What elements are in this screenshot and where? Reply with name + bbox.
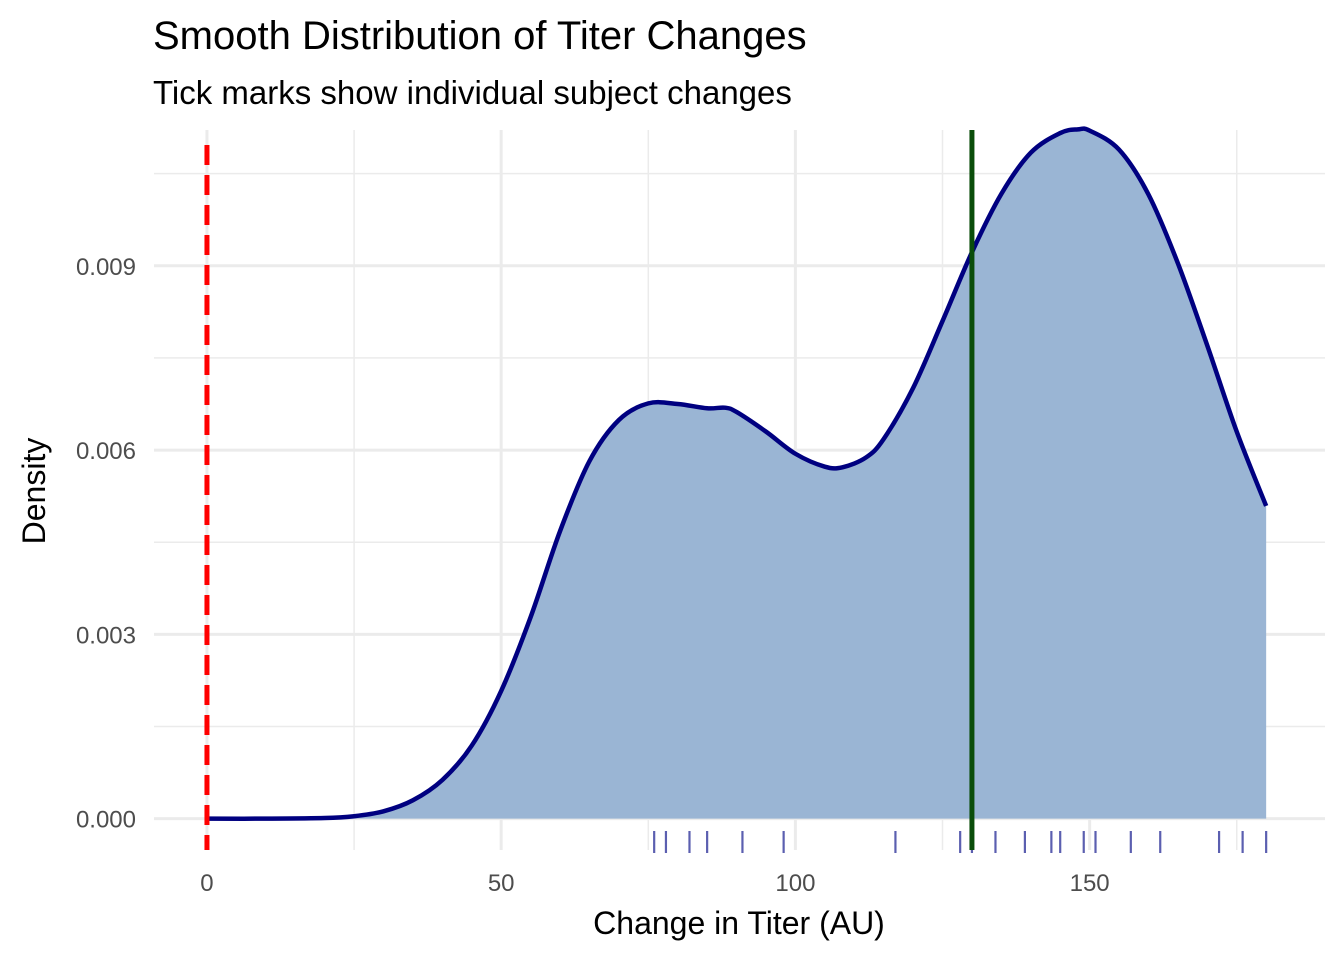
y-tick-label-0: 0.000: [76, 807, 136, 834]
x-axis-title: Change in Titer (AU): [593, 905, 885, 941]
rug-layer: [653, 831, 1268, 853]
x-tick-label-2: 100: [775, 870, 815, 897]
x-tick-label-1: 50: [488, 870, 515, 897]
reference-lines-layer: [204, 130, 975, 850]
density-fill: [206, 128, 1267, 819]
x-tick-label-0: 0: [200, 870, 213, 897]
density-area-layer: [206, 126, 1269, 821]
chart-title: Smooth Distribution of Titer Changes: [153, 14, 807, 58]
chart-subtitle: Tick marks show individual subject chang…: [153, 74, 792, 111]
y-tick-label-1: 0.003: [76, 622, 136, 649]
y-tick-label-3: 0.009: [76, 254, 136, 281]
axis-labels-layer: 0 50 100 150 0.000 0.003 0.006 0.009: [76, 254, 1110, 897]
density-curve: [206, 126, 1269, 821]
y-tick-label-2: 0.006: [76, 438, 136, 465]
y-axis-title: Density: [16, 438, 52, 545]
x-tick-label-3: 150: [1070, 870, 1110, 897]
